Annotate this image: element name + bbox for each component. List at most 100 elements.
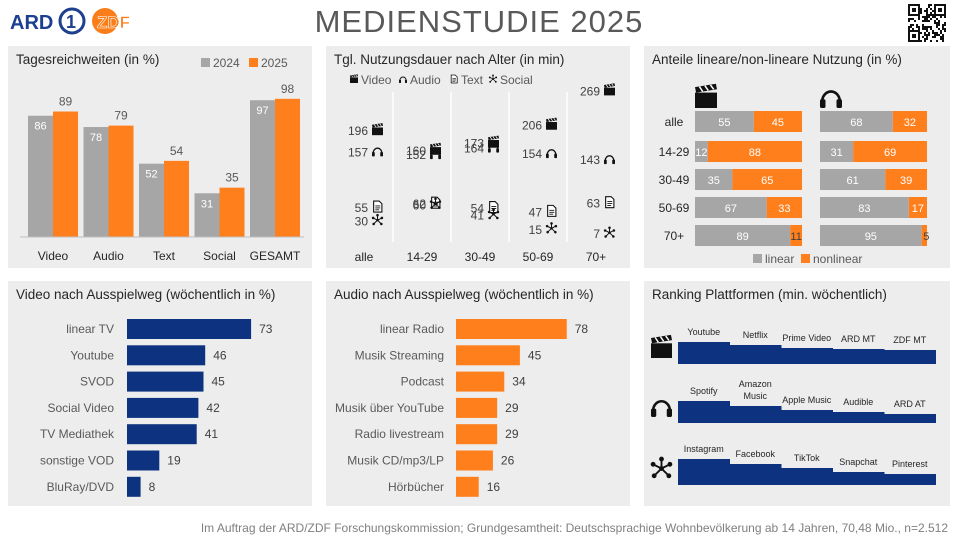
data-label: 97 xyxy=(256,105,268,117)
chart-video-ausspielweg: linear TV 73 Youtube 46 SVOD 45 Social Video 42… xyxy=(40,319,273,497)
bar-nonlinear xyxy=(853,141,927,162)
platform-label: ZDF MT xyxy=(893,335,926,345)
headphones-icon xyxy=(430,150,441,160)
rank-bar xyxy=(729,464,782,485)
data-label: 30 xyxy=(355,215,369,229)
rank-bar xyxy=(884,350,936,364)
clapperboard-icon xyxy=(546,117,557,130)
data-label: 157 xyxy=(348,145,368,159)
platform-label: Instagram xyxy=(684,444,724,454)
data-label: 55 xyxy=(355,201,369,215)
tick-label: Social xyxy=(203,249,236,263)
legend-label: Audio xyxy=(410,73,441,87)
bar-nonlinear xyxy=(766,197,802,218)
social-icon xyxy=(650,456,673,479)
tick-label: alle xyxy=(355,250,374,264)
bar-linear xyxy=(695,169,733,190)
bar xyxy=(127,424,197,445)
bar-nonlinear xyxy=(921,225,927,246)
bar xyxy=(53,111,78,237)
data-label: 54 xyxy=(471,202,485,216)
panel-ranking: Ranking Plattformen (min. wöchentlich) Y… xyxy=(644,281,950,506)
chart-title: Video nach Ausspielweg (wöchentlich in %… xyxy=(16,287,276,302)
bar-linear xyxy=(695,197,767,218)
chart-title: Anteile lineare/non-lineare Nutzung (in … xyxy=(652,52,902,67)
legend-swatch xyxy=(201,58,210,67)
tick-label: 30-49 xyxy=(659,173,690,187)
legend-label: Social xyxy=(500,73,533,87)
document-icon xyxy=(605,196,615,209)
social-icon xyxy=(488,74,498,83)
data-label: 68 xyxy=(850,117,862,129)
data-label: 65 xyxy=(761,175,773,187)
tick-label: Video xyxy=(38,249,69,263)
bar xyxy=(456,371,505,392)
bar-linear xyxy=(820,111,893,132)
data-label: 67 xyxy=(725,203,737,215)
social-icon xyxy=(545,222,558,234)
data-label: 8 xyxy=(149,480,156,494)
bar-linear xyxy=(695,111,754,132)
tick-label: 50-69 xyxy=(659,201,690,215)
bar xyxy=(127,476,141,497)
qr-code-icon xyxy=(908,4,946,42)
legend-swatch xyxy=(249,58,258,67)
data-label: 35 xyxy=(225,171,239,185)
platform-label: Prime Video xyxy=(782,333,831,343)
document-icon xyxy=(450,74,458,84)
data-label: 61 xyxy=(847,175,859,187)
rank-bar xyxy=(678,459,730,485)
category-label: Musik CD/mp3/LP xyxy=(347,454,444,468)
headphones-icon xyxy=(820,90,842,108)
footer-note: Im Auftrag der ARD/ZDF Forschungskommiss… xyxy=(200,521,948,535)
bar-linear xyxy=(820,225,922,246)
legend-label: Video xyxy=(361,73,392,87)
chart-anteile: 55 45 12 88 35 65 67 33 89 11 68 32 31 69 61 39 83 17 95 5 a… xyxy=(659,83,929,266)
data-label: 88 xyxy=(749,147,761,159)
social-icon xyxy=(371,213,384,226)
platform-label: Amazon xyxy=(739,379,772,389)
chart-ranking: Youtube Netflix Prime Video ARD MT ZDF MT Spo… xyxy=(650,327,936,485)
data-label: 160 xyxy=(406,144,426,158)
legend-label: Text xyxy=(461,73,484,87)
legend-swatch xyxy=(801,254,810,263)
legend-label: 2025 xyxy=(261,56,288,70)
data-label: 42 xyxy=(206,401,220,415)
data-label: 173 xyxy=(464,137,484,151)
data-label: 29 xyxy=(505,401,519,415)
svg-text:1: 1 xyxy=(66,12,76,32)
bar-linear xyxy=(820,141,854,162)
data-label: 78 xyxy=(90,132,102,144)
platform-label: Netflix xyxy=(743,330,769,340)
tick-label: 30-49 xyxy=(465,250,496,264)
document-icon xyxy=(373,200,383,213)
bar xyxy=(28,115,53,237)
data-label: 34 xyxy=(512,375,526,389)
platform-label: Youtube xyxy=(687,327,720,337)
data-label: 17 xyxy=(912,203,924,215)
social-icon xyxy=(429,197,442,209)
data-label: 47 xyxy=(529,205,543,219)
legend-swatch xyxy=(753,254,762,263)
platform-label: Facebook xyxy=(735,449,775,459)
bar xyxy=(275,98,300,237)
tick-label: alle xyxy=(665,115,684,129)
bar xyxy=(83,127,109,237)
headphones-icon xyxy=(399,76,407,83)
category-label: Podcast xyxy=(401,375,445,389)
legend-label: linear xyxy=(765,252,794,266)
data-label: 55 xyxy=(718,117,730,129)
category-label: Musik über YouTube xyxy=(335,401,444,415)
chart-title: Audio nach Ausspielweg (wöchentlich in %… xyxy=(334,287,594,302)
zdf-logo-text: ZDF xyxy=(97,13,130,32)
data-label: 35 xyxy=(708,175,720,187)
panel-tagesreichweiten: Tagesreichweiten (in %) 2024 2025 86 89 Vide… xyxy=(8,46,312,268)
document-icon xyxy=(547,204,557,217)
data-label: 33 xyxy=(778,203,790,215)
data-label: 60 xyxy=(413,198,427,212)
rank-bar xyxy=(832,349,885,364)
category-label: TV Mediathek xyxy=(40,427,115,441)
rank-bar xyxy=(832,472,885,485)
bar-linear xyxy=(820,169,886,190)
tick-label: GESAMT xyxy=(250,249,301,263)
